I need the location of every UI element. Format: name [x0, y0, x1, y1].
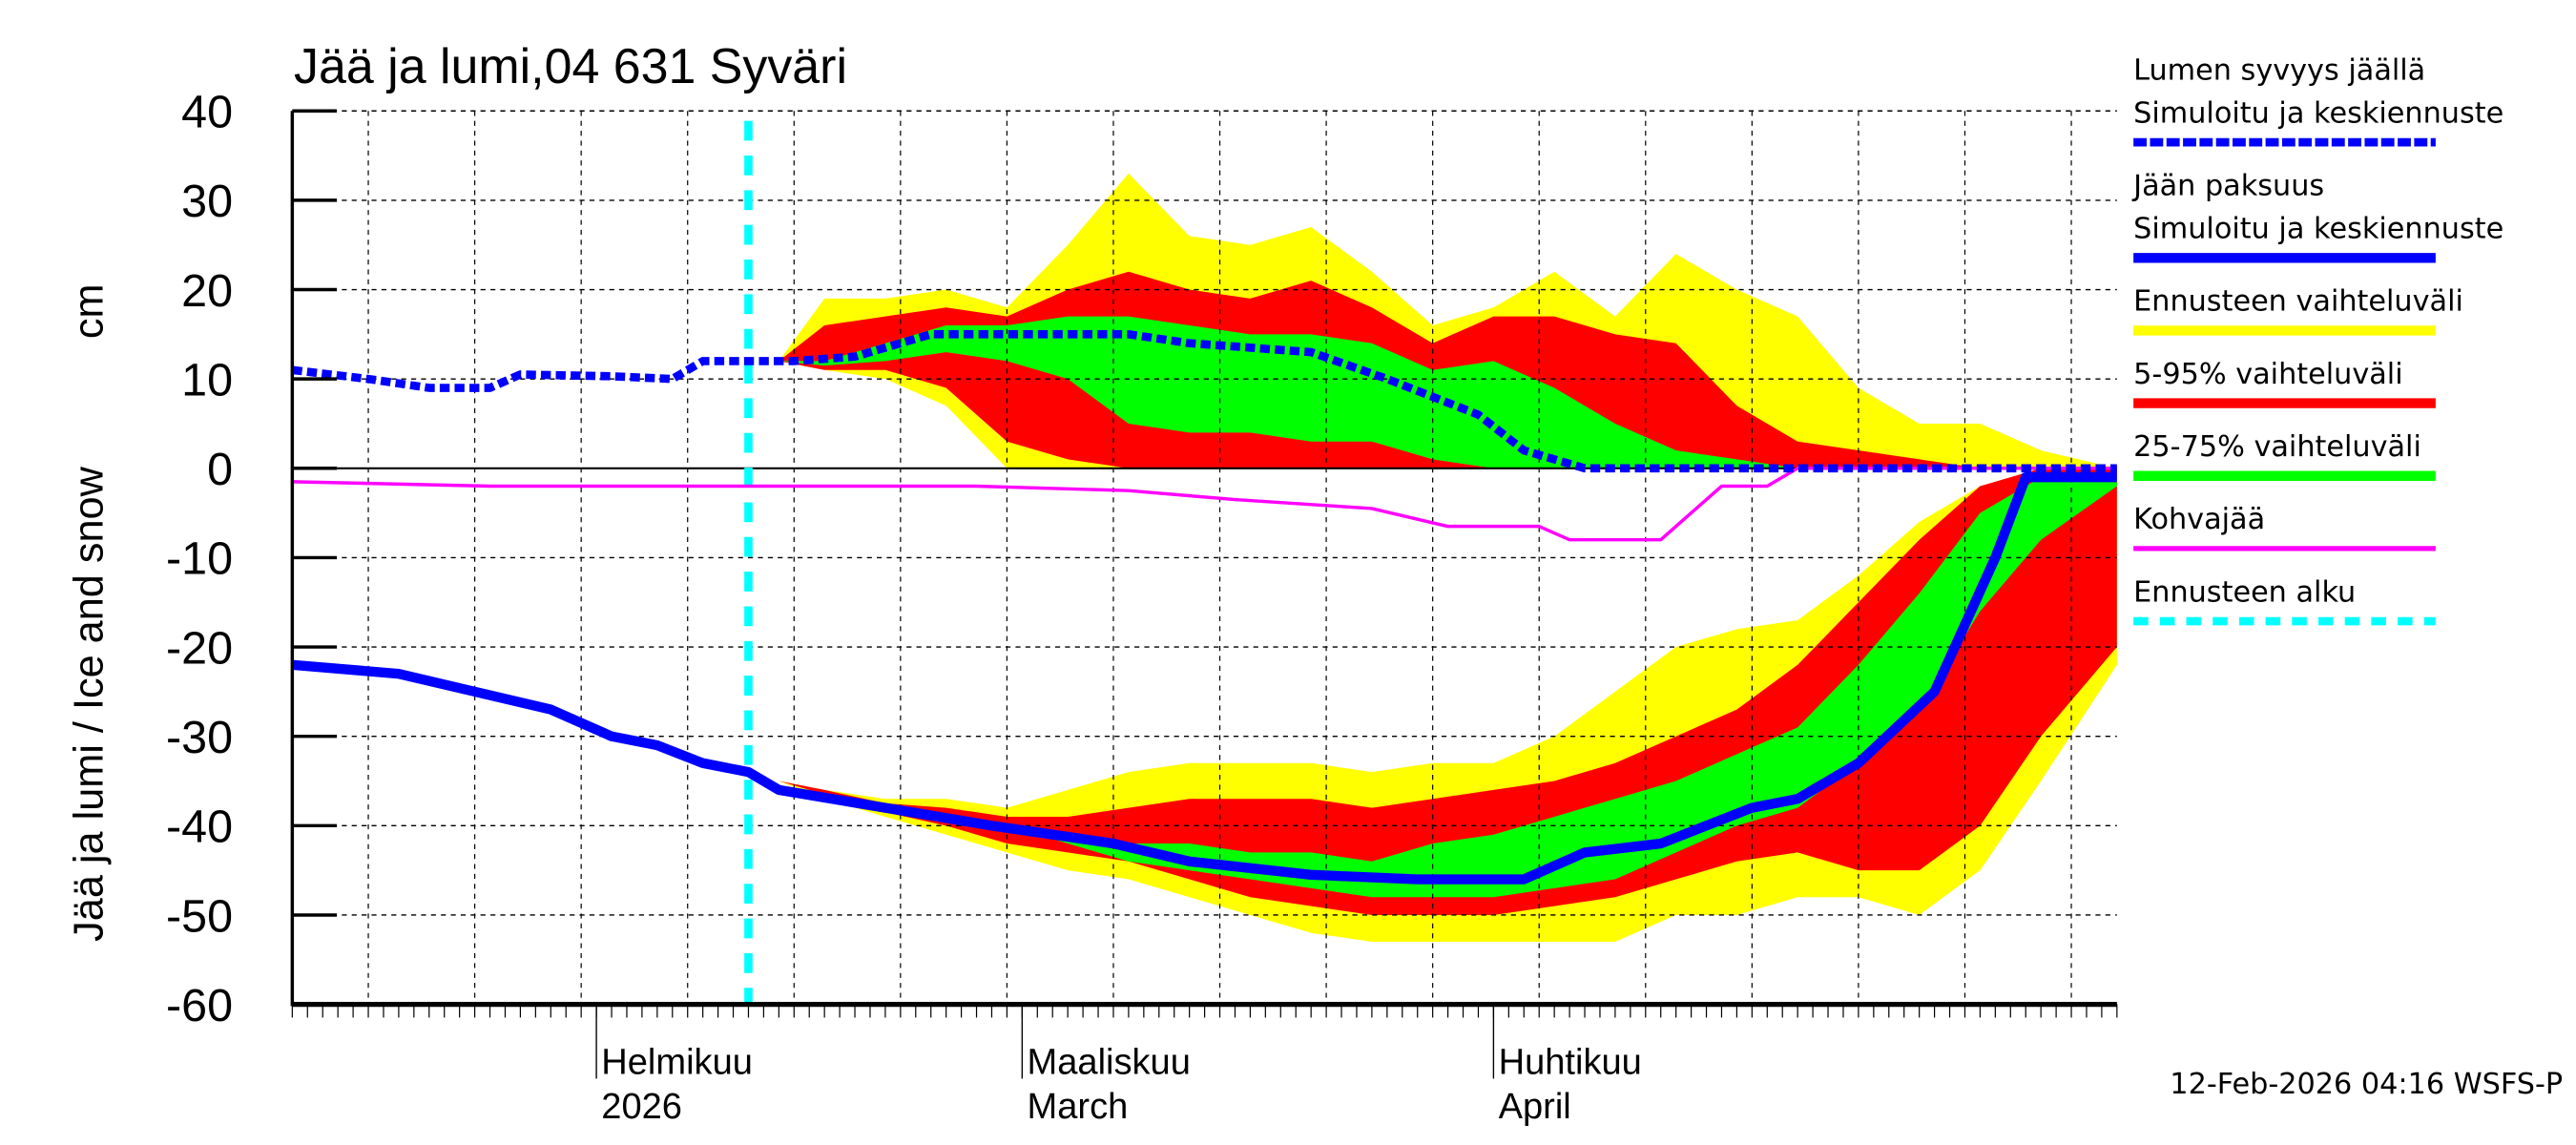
legend-label: 25-75% vaihteluväli	[2133, 430, 2421, 464]
legend-label: Jään paksuus	[2131, 170, 2324, 203]
y-tick-label: -60	[166, 980, 233, 1031]
legend: Lumen syvyys jäällä Simuloitu ja keskienn…	[2131, 53, 2503, 626]
axes-layer: 40 30 20 10 0 -10 -20 -30 -40 -50 -60 Helmikuu 2026 M…	[166, 87, 2118, 1127]
month-sublabel: April	[1499, 1087, 1571, 1127]
y-tick-label: -40	[166, 802, 233, 853]
month-label: Huhtikuu	[1499, 1042, 1642, 1082]
y-tick-label: 20	[181, 265, 233, 317]
legend-label: Simuloitu ja keskiennuste	[2133, 96, 2503, 130]
y-tick-label: -10	[166, 533, 233, 585]
y-tick-label: -20	[166, 622, 233, 674]
lines-layer	[291, 120, 2117, 1005]
month-sublabel: 2026	[601, 1087, 682, 1127]
snow-25-75-band	[779, 316, 2117, 468]
slush-ice-line	[292, 467, 2117, 542]
timestamp: 12-Feb-2026 04:16 WSFS-P	[2170, 1068, 2563, 1101]
y-tick-label: -30	[166, 712, 233, 763]
legend-label: Simuloitu ja keskiennuste	[2133, 213, 2503, 246]
legend-label: Kohvajää	[2133, 503, 2265, 536]
legend-label: Ennusteen alku	[2133, 575, 2356, 609]
month-sublabel: March	[1028, 1087, 1129, 1127]
legend-label: Ennusteen vaihteluväli	[2133, 285, 2463, 319]
chart-title: Jää ja lumi,04 631 Syväri	[294, 39, 847, 94]
snow-depth-line	[291, 330, 2117, 473]
month-label: Maaliskuu	[1028, 1042, 1191, 1082]
y-tick-label: 10	[181, 354, 233, 406]
legend-label: 5-95% vaihteluväli	[2133, 358, 2402, 391]
legend-label: Lumen syvyys jäällä	[2133, 53, 2425, 87]
ice-thickness-line	[291, 471, 2117, 885]
y-tick-label: 30	[181, 176, 233, 227]
y-tick-label: 40	[181, 87, 233, 138]
y-tick-label: 0	[207, 444, 233, 495]
y-axis-unit: cm	[66, 283, 112, 339]
y-tick-label: -50	[166, 890, 233, 942]
y-axis-label: Jää ja lumi / Ice and snow	[66, 466, 112, 941]
month-label: Helmikuu	[601, 1042, 753, 1082]
ice-25-75-band	[779, 477, 2117, 898]
